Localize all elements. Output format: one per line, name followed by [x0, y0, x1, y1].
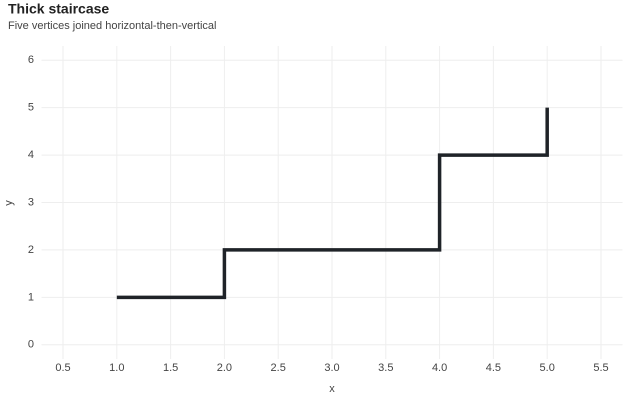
- y-tick-label: 5: [28, 102, 34, 114]
- x-tick-label: 0.5: [55, 362, 70, 374]
- step-line: [116, 107, 549, 300]
- y-tick-label: 4: [28, 149, 34, 161]
- y-tick-label: 6: [28, 54, 34, 66]
- x-tick-label: 4.5: [486, 362, 501, 374]
- x-tick-label: 5.0: [540, 362, 555, 374]
- x-tick-label: 3.5: [378, 362, 393, 374]
- chart-title: Thick staircase: [8, 1, 109, 17]
- x-tick-label: 3.0: [324, 362, 339, 374]
- x-tick-label: 2.5: [271, 362, 286, 374]
- y-tick-label: 1: [28, 291, 34, 303]
- y-axis-label: y: [3, 200, 15, 206]
- x-axis-label: x: [329, 383, 335, 395]
- y-tick-label: 0: [28, 339, 34, 351]
- y-tick-label: 3: [28, 196, 34, 208]
- x-tick-label: 1.5: [163, 362, 178, 374]
- y-tick-label: 2: [28, 244, 34, 256]
- x-tick-label: 1.0: [109, 362, 124, 374]
- chart-subtitle: Five vertices joined horizontal-then-ver…: [8, 20, 216, 32]
- x-tick-label: 5.5: [593, 362, 608, 374]
- x-tick-label: 2.0: [217, 362, 232, 374]
- x-tick-label: 4.0: [432, 362, 447, 374]
